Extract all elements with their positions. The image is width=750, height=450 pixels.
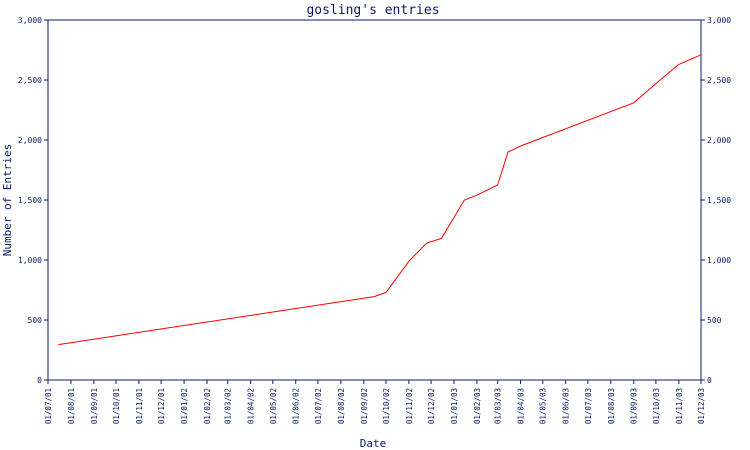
x-tick-label: 01/08/02	[337, 388, 346, 424]
y-tick-label-left: 1,500	[18, 196, 42, 205]
x-tick-label: 01/09/02	[360, 388, 369, 424]
y-axis-left: 0 500 1,000 1,500 2,000 2,500 3,000	[18, 16, 48, 385]
x-axis: 01/07/01 01/08/01 01/09/01 01/10/01 01/11/01…	[44, 380, 706, 424]
x-tick-label: 01/02/02	[203, 388, 212, 424]
x-tick-label: 01/10/03	[652, 388, 661, 424]
x-tick-label: 01/11/03	[675, 388, 684, 424]
axes	[47, 19, 702, 381]
y-tick-label-right: 2,000	[707, 136, 731, 145]
y-tick-label-left: 2,500	[18, 76, 42, 85]
plot-frame	[47, 19, 702, 381]
x-tick-label: 01/07/03	[584, 388, 593, 424]
series-line	[58, 54, 702, 346]
series-group	[58, 54, 702, 346]
x-tick-label: 01/04/03	[517, 388, 526, 424]
x-tick-label: 01/01/03	[450, 388, 459, 424]
y-tick-label-right: 500	[707, 316, 722, 325]
x-tick-label: 01/04/02	[247, 388, 256, 424]
x-tick-label: 01/07/02	[314, 388, 323, 424]
y-tick-label-right: 0	[707, 376, 712, 385]
y-tick-label-right: 3,000	[707, 16, 731, 25]
y-tick-label-right: 1,000	[707, 256, 731, 265]
y-tick-label-left: 3,000	[18, 16, 42, 25]
x-tick-label: 01/01/02	[180, 388, 189, 424]
y-axis-label: Number of Entries	[1, 144, 14, 257]
x-tick-label: 01/06/02	[292, 388, 301, 424]
x-tick-label: 01/11/02	[405, 388, 414, 424]
x-tick-label: 01/05/03	[539, 388, 548, 424]
x-tick-label: 01/03/03	[494, 388, 503, 424]
x-tick-label: 01/12/02	[427, 388, 436, 424]
y-tick-label-left: 500	[28, 316, 43, 325]
x-tick-label: 01/05/02	[269, 388, 278, 424]
x-tick-label: 01/09/01	[90, 388, 99, 424]
x-axis-label: Date	[360, 437, 387, 450]
y-tick-label-left: 1,000	[18, 256, 42, 265]
y-tick-label-left: 2,000	[18, 136, 42, 145]
x-tick-label: 01/08/03	[607, 388, 616, 424]
chart-title: gosling's entries	[306, 3, 439, 18]
x-tick-label: 01/06/03	[562, 388, 571, 424]
y-axis-right: 0 500 1,000 1,500 2,000 2,500 3,000	[701, 16, 731, 385]
x-tick-label: 01/07/01	[44, 388, 53, 424]
x-tick-label: 01/09/03	[630, 388, 639, 424]
x-tick-label: 01/10/02	[382, 388, 391, 424]
x-tick-label: 01/10/01	[112, 388, 121, 424]
x-tick-label: 01/12/01	[157, 388, 166, 424]
y-tick-label-right: 2,500	[707, 76, 731, 85]
x-tick-label: 01/02/03	[473, 388, 482, 424]
x-tick-label: 01/08/01	[67, 388, 76, 424]
y-tick-label-left: 0	[37, 376, 42, 385]
y-tick-label-right: 1,500	[707, 196, 731, 205]
x-tick-label: 01/11/01	[135, 388, 144, 424]
x-tick-label: 01/12/03	[697, 388, 706, 424]
x-tick-label: 01/03/02	[224, 388, 233, 424]
